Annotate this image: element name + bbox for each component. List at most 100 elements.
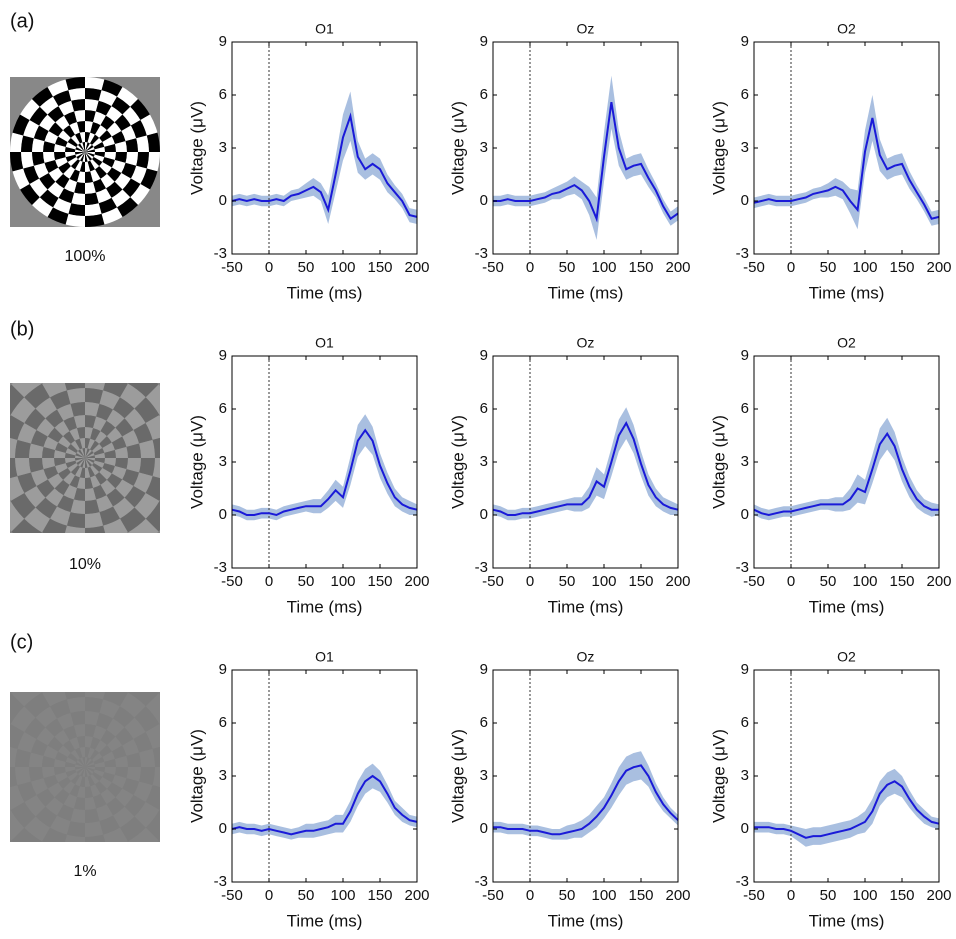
- checker-cell: [43, 775, 59, 789]
- checker-cell: [10, 785, 25, 810]
- checker-cell: [41, 692, 43, 693]
- checker-cell: [70, 465, 80, 476]
- checker-cell: [104, 767, 116, 776]
- checker-cell: [10, 723, 11, 725]
- mean-line: [493, 101, 679, 223]
- checker-cell: [11, 383, 42, 398]
- checker-cell: [44, 131, 59, 144]
- x-tick-label: -50: [743, 573, 765, 590]
- x-tick-label: 100: [330, 887, 355, 904]
- checker-cell: [152, 767, 160, 788]
- checker-cell: [128, 518, 159, 533]
- x-tick-label: 100: [852, 259, 877, 276]
- x-tick-label: 100: [852, 887, 877, 904]
- checker-cell: [70, 749, 80, 760]
- checker-cell: [45, 718, 64, 737]
- checker-cell: [45, 488, 64, 507]
- checker-cell: [90, 475, 101, 488]
- y-tick-label: 0: [741, 506, 749, 523]
- checker-cell: [58, 468, 71, 480]
- checker-cell: [85, 448, 90, 458]
- y-tick-label: -3: [214, 559, 227, 576]
- checker-cell: [106, 718, 125, 737]
- checker-cell: [63, 431, 75, 444]
- checker-cell: [104, 143, 116, 152]
- checker-cell: [69, 475, 80, 488]
- checker-cell: [20, 184, 40, 206]
- checker-cell: [67, 463, 78, 473]
- x-tick-label: 50: [559, 259, 576, 276]
- checker-cell: [85, 767, 95, 770]
- checker-cell: [10, 746, 18, 767]
- checker-cell: [120, 816, 146, 842]
- checker-cell: [42, 755, 56, 767]
- checker-cell: [85, 181, 96, 194]
- checker-cell: [125, 138, 138, 152]
- checker-cell: [42, 827, 67, 842]
- checker-cell: [36, 479, 55, 498]
- checker-cell: [73, 796, 85, 810]
- checker-cell: [47, 427, 64, 443]
- checker-cell: [93, 448, 105, 456]
- checker-cell: [73, 487, 85, 501]
- checker-cell: [82, 448, 85, 458]
- checker-cell: [24, 507, 50, 533]
- y-tick-label: 6: [219, 86, 227, 103]
- checker-cell: [11, 518, 42, 533]
- checker-cell: [57, 403, 74, 421]
- checker-cell: [139, 439, 155, 458]
- checker-cell: [95, 431, 107, 444]
- checker-cell: [90, 169, 101, 182]
- checker-cell: [145, 415, 160, 440]
- checker-cell: [76, 450, 85, 458]
- checker-cell: [44, 160, 59, 173]
- checker-cell: [90, 159, 100, 170]
- checker-cell: [68, 88, 85, 101]
- checker-cell: [75, 147, 85, 152]
- x-tick-label: 150: [367, 573, 392, 590]
- checker-cell: [10, 458, 18, 479]
- checker-cell: [136, 152, 149, 169]
- checker-cell: [93, 416, 107, 432]
- error-band: [493, 75, 678, 240]
- checker-cell: [54, 152, 66, 161]
- checker-cell: [47, 736, 64, 752]
- checker-cell: [76, 767, 85, 775]
- checker-cell: [43, 745, 59, 759]
- checker-cell: [75, 453, 85, 458]
- x-tick-label: 200: [926, 259, 951, 276]
- checker-cell: [10, 724, 25, 749]
- chart-title: Oz: [577, 335, 595, 351]
- checker-cell: [67, 443, 78, 453]
- plot-frame: [492, 41, 679, 255]
- checker-cell: [85, 142, 88, 152]
- checker-cell: [159, 414, 160, 416]
- checker-cell: [98, 197, 117, 214]
- y-tick-label: 9: [219, 661, 227, 678]
- x-tick-label: 200: [926, 887, 951, 904]
- checker-cell: [35, 706, 57, 728]
- x-axis-label: Time (ms): [548, 597, 624, 616]
- checker-cell: [24, 717, 46, 739]
- checker-cell: [126, 458, 141, 473]
- checker-cell: [85, 525, 106, 533]
- checker-cell: [85, 762, 95, 767]
- checker-cell: [30, 778, 48, 795]
- checker-cell: [58, 663, 85, 684]
- checker-cell: [124, 795, 146, 817]
- checker-cell: [65, 458, 76, 464]
- checker-cell: [122, 178, 141, 198]
- x-tick-label: -50: [482, 259, 504, 276]
- checker-cell: [85, 152, 88, 162]
- checker-cell: [122, 778, 140, 795]
- checker-cell: [85, 767, 88, 777]
- checker-cell: [76, 152, 85, 160]
- checker-cell: [58, 162, 71, 174]
- checker-cell: [75, 149, 85, 152]
- checker-cell: [113, 497, 135, 519]
- checker-cell: [47, 782, 64, 798]
- mean-line: [754, 780, 940, 839]
- contrast-label: 10%: [69, 556, 101, 573]
- checker-cell: [63, 740, 75, 753]
- checker-cell: [41, 383, 43, 384]
